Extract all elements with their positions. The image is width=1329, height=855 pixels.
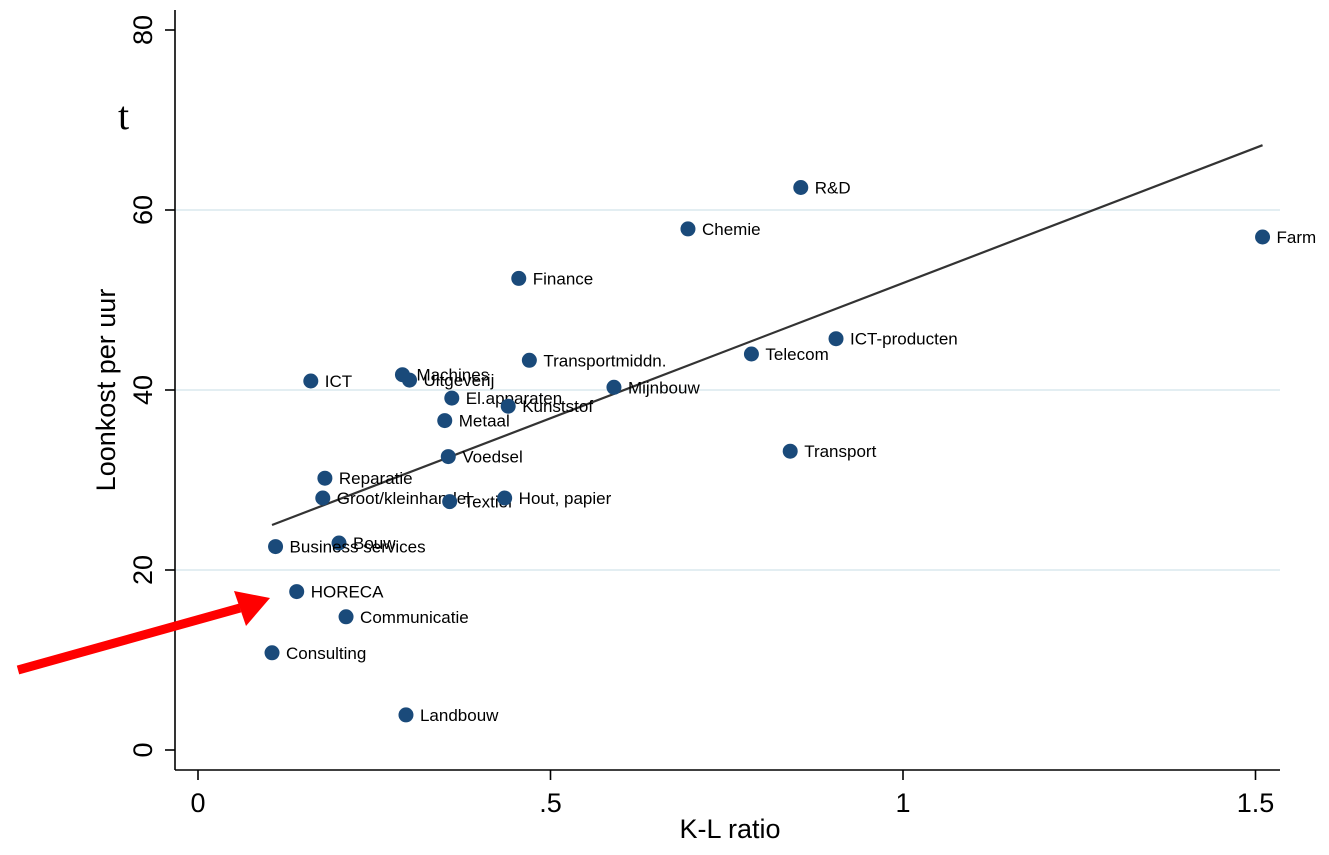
data-point-label: ICT [325, 372, 352, 391]
data-point-label: Consulting [286, 644, 366, 663]
data-point [317, 470, 333, 486]
data-point [338, 609, 354, 625]
data-point-label: HORECA [311, 583, 384, 602]
data-point-label: Chemie [702, 220, 761, 239]
data-point [289, 584, 305, 600]
data-point [437, 413, 453, 429]
y-tick-label: 0 [128, 742, 158, 757]
fit-line [271, 144, 1263, 527]
data-point [782, 443, 798, 459]
y-tick-label: 20 [128, 555, 158, 585]
data-point-label: Finance [533, 269, 593, 288]
data-point-label: Hout, papier [519, 489, 612, 508]
y-axis-title: Loonkost per uur [91, 289, 121, 492]
data-point-label: Groot/kleinhandel [337, 489, 470, 508]
y-tick-label: 80 [128, 15, 158, 45]
x-tick-label: 1.5 [1237, 788, 1275, 818]
data-point [680, 221, 696, 237]
data-point-label: Landbouw [420, 706, 499, 725]
data-point-label: El.apparaten [466, 389, 562, 408]
data-point [793, 180, 809, 195]
data-point [268, 539, 284, 555]
y-tick-label: 40 [128, 375, 158, 405]
data-point-label: Voedsel [462, 448, 523, 467]
data-point [500, 398, 516, 414]
data-point [398, 707, 414, 723]
data-point-label: Mijnbouw [628, 378, 701, 397]
annotation-arrow [16, 591, 270, 675]
data-point [1255, 229, 1271, 245]
data-point [743, 346, 759, 362]
y-axis-ticks: 0 20 40 60 80 [128, 15, 175, 758]
data-point [440, 449, 456, 465]
x-axis-ticks: 0 .5 1 1.5 [190, 770, 1274, 818]
x-tick-label: 0 [190, 788, 205, 818]
data-point-label: Communicatie [360, 608, 469, 627]
data-point-label: R&D [815, 179, 851, 198]
arrow-shaft [16, 603, 242, 675]
data-point-label: Bouw [353, 534, 396, 553]
data-point [402, 372, 417, 388]
data-point [606, 379, 622, 395]
arrow-head [234, 591, 270, 626]
x-axis-title: K-L ratio [679, 814, 780, 844]
data-point-label: Transport [804, 442, 876, 461]
data-point-label: Machines [416, 366, 489, 385]
data-point-label: ICT-producten [850, 330, 958, 349]
data-point [497, 490, 513, 506]
data-point [828, 331, 844, 347]
fit-line-group [271, 144, 1263, 527]
data-point [303, 373, 319, 389]
data-point [442, 494, 458, 510]
data-point-label: Reparatie [339, 469, 413, 488]
y-tick-label: 60 [128, 195, 158, 225]
x-tick-label: .5 [539, 788, 562, 818]
data-point-label: Business services [290, 538, 426, 557]
data-point-label: Transportmiddn. [543, 351, 666, 370]
data-point-label: Kunststof [522, 397, 593, 416]
data-point [521, 352, 537, 368]
data-point [264, 645, 280, 661]
data-point [315, 490, 331, 506]
data-points: R&D Chemie Farm Finance ICT-producten Telecom… [264, 179, 1317, 725]
data-point-label: Uitgeverij [424, 371, 495, 390]
data-point-label: Farm [1277, 228, 1317, 247]
x-tick-label: 1 [895, 788, 910, 818]
data-point [444, 390, 460, 406]
data-point-label: Telecom [765, 345, 828, 364]
data-point-label: Metaal [459, 412, 510, 431]
cut-off-text: t [118, 93, 130, 138]
data-point [511, 270, 527, 286]
data-point [331, 535, 347, 551]
